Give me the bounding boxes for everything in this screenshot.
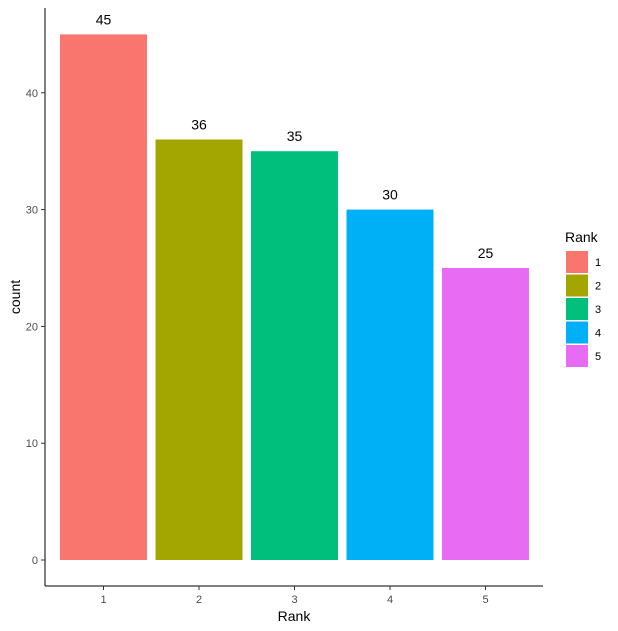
bar bbox=[155, 139, 243, 560]
legend-key bbox=[566, 321, 588, 344]
y-axis-title: count bbox=[7, 280, 23, 314]
x-tick-label: 3 bbox=[291, 594, 297, 606]
bar bbox=[346, 209, 434, 560]
x-tick-label: 4 bbox=[387, 594, 393, 606]
y-tick-label: 10 bbox=[26, 438, 38, 450]
y-tick-label: 0 bbox=[32, 555, 38, 567]
bar bbox=[60, 34, 147, 560]
y-axis-ticks: 0 10 20 30 40 bbox=[26, 88, 45, 567]
legend-label: 1 bbox=[595, 257, 601, 269]
legend-title: Rank bbox=[565, 229, 599, 245]
legend-key bbox=[566, 274, 588, 297]
data-label: 45 bbox=[96, 11, 112, 27]
legend-key bbox=[566, 298, 588, 320]
x-axis-ticks: 1 2 3 4 5 bbox=[100, 586, 489, 606]
y-tick-label: 20 bbox=[26, 321, 38, 333]
legend-label: 2 bbox=[595, 281, 601, 293]
x-tick-label: 2 bbox=[196, 594, 202, 606]
bar bbox=[251, 151, 338, 560]
plot-area: 45 36 35 30 25 bbox=[60, 11, 529, 560]
data-label: 36 bbox=[191, 117, 207, 133]
data-label: 30 bbox=[382, 187, 398, 203]
legend-label: 4 bbox=[595, 328, 601, 340]
bar bbox=[442, 268, 529, 560]
legend-label: 3 bbox=[595, 304, 601, 316]
legend-key bbox=[566, 251, 588, 273]
x-axis-title: Rank bbox=[278, 608, 312, 624]
x-tick-label: 5 bbox=[482, 594, 488, 606]
legend-key bbox=[566, 345, 588, 367]
x-tick-label: 1 bbox=[100, 594, 106, 606]
y-tick-label: 30 bbox=[26, 205, 38, 217]
legend-label: 5 bbox=[595, 351, 601, 363]
legend: Rank 1 2 3 4 5 bbox=[565, 229, 601, 367]
y-tick-label: 40 bbox=[26, 88, 38, 100]
data-label: 35 bbox=[287, 128, 303, 144]
data-label: 25 bbox=[478, 245, 494, 261]
